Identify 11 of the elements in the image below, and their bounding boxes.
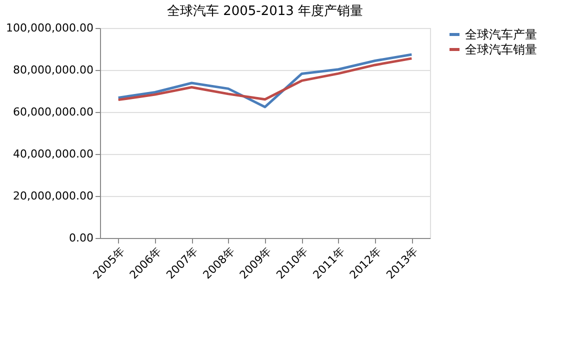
- y-tick-label: 40,000,000.00: [13, 148, 94, 160]
- y-tick-label: 0.00: [69, 232, 94, 244]
- legend-label: 全球汽车产量: [465, 28, 537, 42]
- y-tick-label: 80,000,000.00: [13, 64, 94, 76]
- y-tick-label: 60,000,000.00: [13, 106, 94, 118]
- line-series: [117, 53, 413, 108]
- y-tick-label: 20,000,000.00: [13, 190, 94, 202]
- line-series: [117, 57, 413, 102]
- legend-label: 全球汽车销量: [465, 42, 537, 56]
- chart-title: 全球汽车 2005-2013 年度产销量: [166, 3, 364, 19]
- y-tick-label: 100,000,000.00: [6, 22, 94, 34]
